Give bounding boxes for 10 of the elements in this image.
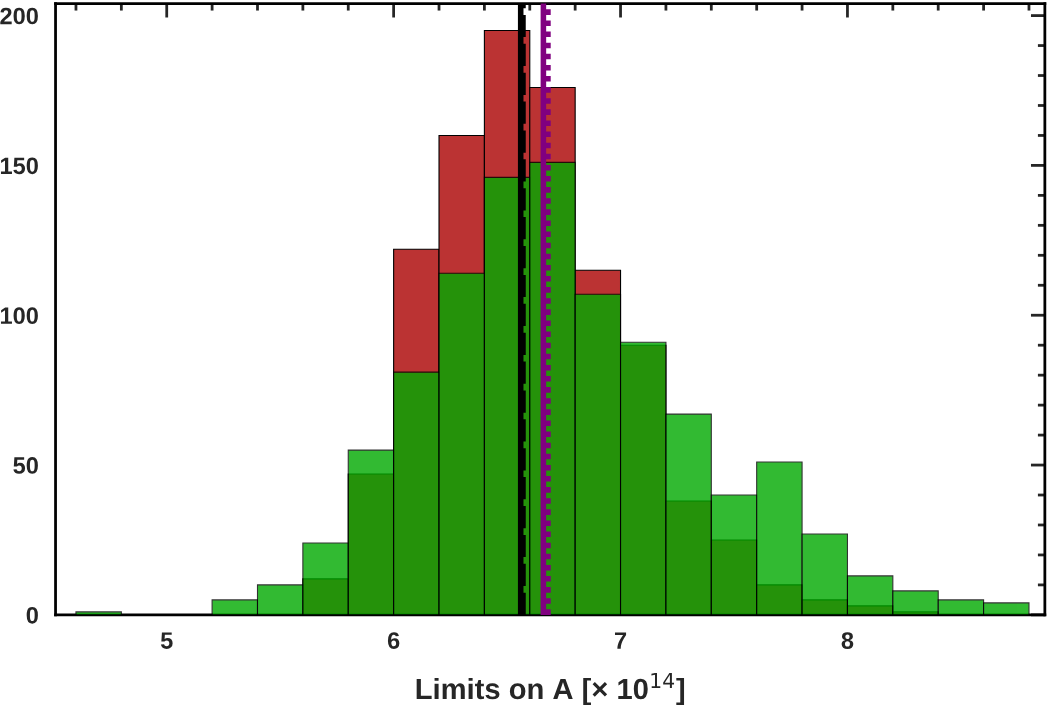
- x-tick-label: 8: [841, 632, 854, 649]
- x-tick-label: 7: [614, 632, 627, 649]
- y-tick-label: 0: [26, 606, 38, 624]
- y-tick-label: 150: [0, 157, 38, 175]
- y-tick-label: 200: [0, 7, 38, 25]
- y-tick-label: 50: [13, 457, 38, 474]
- x-axis-title: Limits on A [× 10$^{14}$]: [416, 673, 685, 706]
- x-tick-label: 6: [387, 632, 400, 649]
- y-tick-label: 100: [0, 307, 38, 325]
- x-tick-label: 5: [160, 632, 173, 649]
